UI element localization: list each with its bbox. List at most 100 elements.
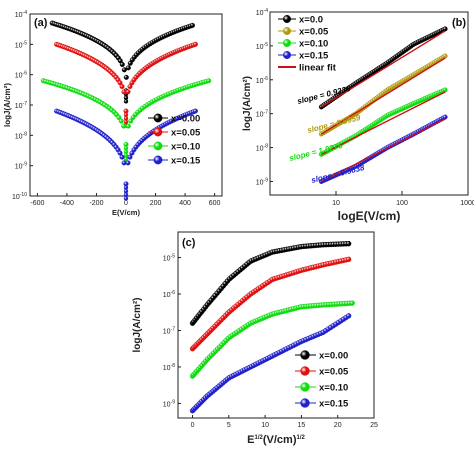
data-point (118, 118, 124, 124)
data-point (349, 300, 355, 306)
y-tick-label: 10-8 (163, 363, 175, 372)
data-point (116, 114, 122, 120)
data-point (442, 114, 448, 120)
legend-marker (153, 141, 163, 151)
legend-marker (153, 127, 163, 137)
data-point (206, 78, 212, 84)
slope-label: slope = 0.9959 (306, 113, 362, 135)
data-point (192, 41, 198, 47)
data-point (128, 118, 134, 124)
series-x=0.15 (54, 108, 198, 201)
y-tick-label: 10-7 (256, 110, 268, 119)
legend-marker (300, 382, 310, 392)
legend-label: x=0.10 (299, 39, 328, 50)
series-x=0.05: slope = 0.9959 (306, 53, 448, 137)
y-axis-label: logJ(A/cm²) (242, 76, 253, 131)
data-point (345, 240, 352, 247)
fit-line (320, 30, 446, 108)
series-x=0.00 (49, 20, 195, 104)
data-point (345, 256, 352, 263)
x-tick-label: 10 (332, 200, 340, 207)
fit-line (321, 118, 446, 183)
data-point (442, 26, 448, 32)
legend-label: x=0.15 (171, 156, 201, 167)
y-tick-label: 10-6 (256, 76, 268, 85)
legend-marker (283, 27, 292, 36)
data-point (442, 87, 448, 93)
legend-marker (153, 155, 163, 165)
legend: x=0.00 x=0.05 x=0.10 x=0.15 (295, 350, 349, 410)
data-point (119, 154, 125, 160)
legend-label: x=0.0 (299, 15, 323, 26)
x-tick-label: 400 (179, 200, 191, 207)
data-point (442, 53, 448, 59)
data-point (123, 188, 129, 194)
legend-marker (283, 51, 292, 60)
y-tick-label: 10-9 (163, 399, 175, 408)
data-point (123, 185, 129, 190)
data-point (189, 22, 195, 28)
series-x=0.05 (189, 256, 352, 352)
series-x=0.10: slope = 1.0276 (288, 87, 448, 163)
x-tick-label: 0 (124, 200, 128, 207)
legend-fit-label: linear fit (299, 63, 337, 74)
y-tick-label: 10-7 (15, 101, 27, 110)
y-tick-label: 10-9 (15, 162, 27, 171)
y-tick-label: 10-5 (256, 42, 268, 51)
panel-b-frame (269, 11, 469, 196)
data-point (123, 95, 129, 100)
x-tick-label: 10 (261, 422, 269, 429)
x-tick-label: 1000 (460, 200, 474, 207)
data-point (127, 154, 133, 160)
x-tick-label: 200 (150, 200, 162, 207)
slope-label: slope = 0.9838 (310, 163, 366, 185)
legend: x=0.00 x=0.05 x=0.10 x=0.15 (148, 114, 201, 167)
legend-label: x=0.05 (319, 367, 349, 378)
data-point (123, 156, 129, 162)
data-point (119, 84, 125, 90)
legend-label: x=0.15 (319, 399, 349, 410)
slope-label: slope = 1.0276 (288, 141, 344, 163)
data-point (123, 119, 129, 125)
data-point (125, 89, 131, 95)
legend-marker (283, 14, 292, 23)
series-x=0.10 (40, 78, 212, 162)
panel-c-frame (177, 231, 375, 419)
y-tick-label: 10-8 (15, 131, 27, 140)
data-point (123, 196, 129, 201)
series-x=0.05 (54, 41, 198, 128)
panel-label: (c) (182, 237, 196, 249)
data-point (192, 108, 198, 114)
data-point (123, 74, 129, 80)
series-x=0.15 (189, 313, 352, 414)
data-point (123, 99, 129, 104)
data-point (123, 192, 129, 197)
legend-marker (300, 398, 310, 408)
legend-label: x=0.00 (171, 114, 200, 125)
data-point (123, 153, 129, 158)
legend-label: x=0.00 (319, 351, 348, 362)
panel-a: -600 -400 -200 0 200 400 600 10-10 10-9 10-8 10-7 1… (3, 10, 223, 217)
y-tick-label: 10-9 (256, 177, 268, 186)
legend-marker (283, 39, 292, 48)
panel-b: 10 100 1000 10-9 10-8 10-7 10-6 10-5 10-4 logE(V/… (242, 8, 474, 223)
data-point (121, 67, 127, 73)
data-point (125, 123, 131, 129)
fit-line (321, 91, 446, 155)
y-tick-label: 10-10 (12, 192, 27, 201)
panel-a-frame (29, 13, 223, 197)
panel-label: (a) (34, 17, 48, 29)
x-tick-label: -200 (89, 200, 103, 207)
x-tick-label: 25 (370, 422, 378, 429)
x-axis-label: E1/2(V/cm)1/2 (247, 434, 305, 446)
x-tick-label: 100 (396, 200, 408, 207)
series-x=0.10 (189, 300, 355, 379)
legend-marker (300, 366, 310, 376)
data-point (123, 116, 129, 121)
x-axis-label: logE(V/cm) (338, 209, 401, 223)
x-tick-label: 600 (209, 200, 221, 207)
x-tick-label: -600 (30, 200, 44, 207)
y-axis-label: logJ(A/cm²) (3, 83, 12, 127)
legend-label: x=0.05 (171, 128, 201, 139)
y-tick-label: 10-8 (256, 144, 268, 153)
